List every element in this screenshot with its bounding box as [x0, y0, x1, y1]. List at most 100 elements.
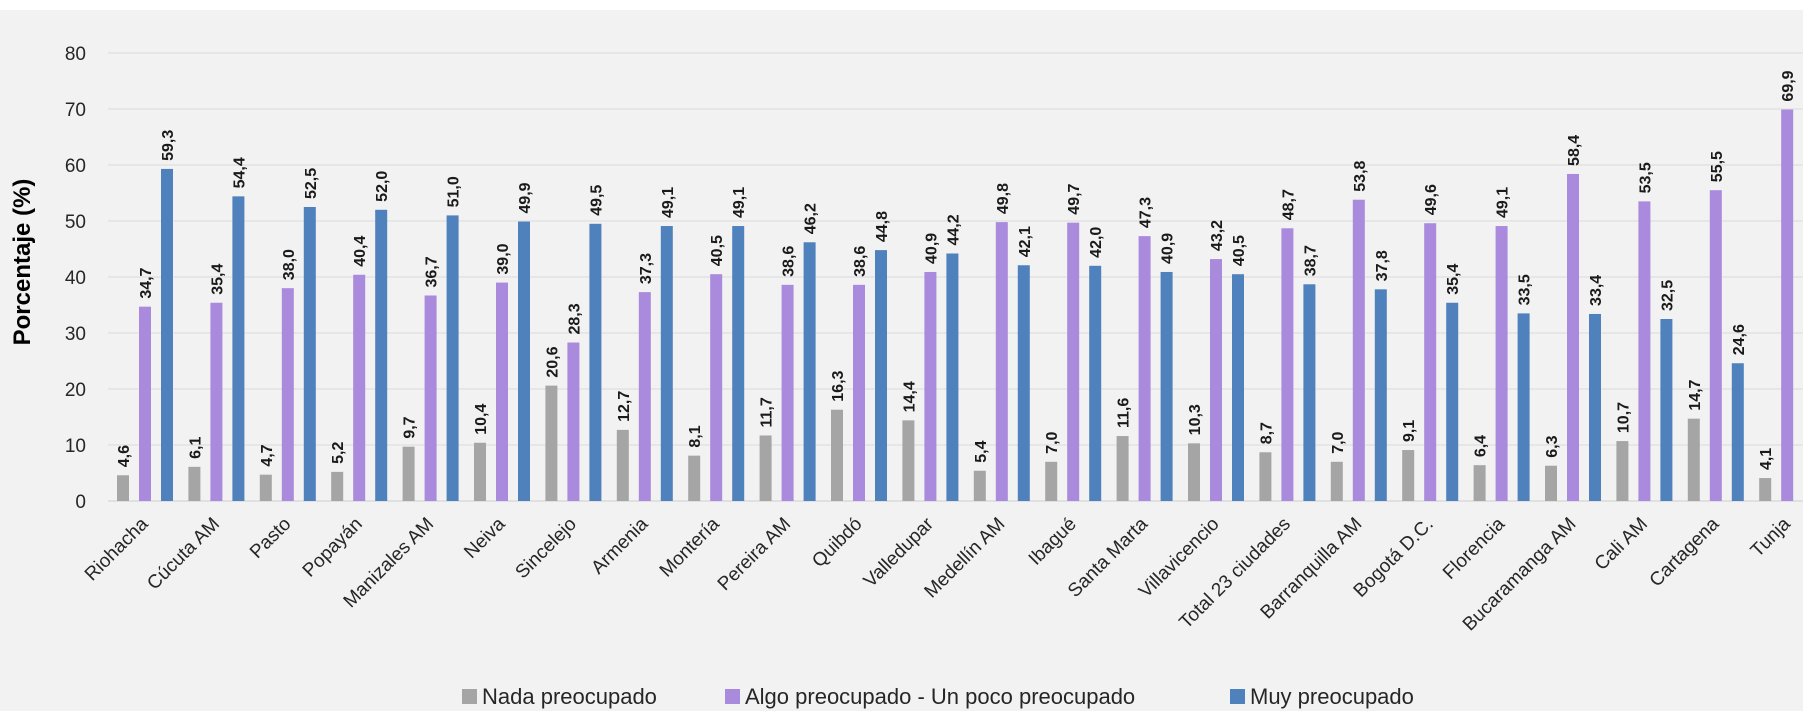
bar	[518, 221, 530, 501]
bar	[759, 435, 772, 501]
bar	[660, 226, 673, 502]
data-label: 28,3	[566, 303, 583, 334]
y-axis-ticks: 0 10 20 30 40 50 60 70 80	[65, 44, 86, 513]
legend-swatch	[1230, 689, 1245, 704]
bar	[139, 306, 151, 501]
data-label: 43,2	[1209, 220, 1226, 251]
data-label: 51,0	[446, 176, 463, 207]
x-tick-label: Armenia	[587, 513, 652, 578]
y-tick-label: 40	[65, 268, 86, 289]
bar	[496, 282, 508, 501]
data-label: 8,7	[1258, 422, 1275, 444]
legend-label: Muy preocupado	[1250, 684, 1414, 709]
data-label: 38,7	[1302, 245, 1319, 276]
bar	[946, 253, 959, 501]
y-tick-label: 10	[65, 436, 86, 457]
bar	[803, 242, 816, 501]
bar	[710, 274, 723, 501]
bar	[1330, 461, 1343, 501]
data-label: 52,0	[374, 171, 391, 202]
data-label: 49,6	[1423, 184, 1440, 215]
bar	[1495, 226, 1508, 502]
bar	[781, 284, 794, 501]
bar	[995, 222, 1008, 501]
x-tick-label: Cartagena	[1646, 513, 1724, 591]
data-label: 10,3	[1187, 404, 1204, 435]
data-label: 38,6	[781, 246, 798, 277]
data-label: 7,0	[1330, 431, 1347, 453]
bar	[1303, 284, 1316, 501]
bar	[1638, 201, 1651, 501]
data-label: 33,5	[1517, 274, 1534, 305]
x-tick-label: Pereira AM	[714, 514, 795, 595]
legend-label: Algo preocupado - Un poco preocupado	[745, 684, 1135, 709]
legend-swatch	[725, 689, 740, 704]
bar	[303, 207, 316, 501]
legend-label: Nada preocupado	[482, 684, 657, 709]
data-label: 55,5	[1709, 151, 1726, 182]
bar	[1259, 452, 1272, 501]
x-tick-label: Cúcuta AM	[143, 514, 224, 595]
bar	[232, 196, 245, 502]
data-label: 8,1	[687, 425, 704, 447]
y-tick-label: 20	[65, 380, 86, 401]
bar	[1517, 313, 1530, 501]
data-label: 9,7	[402, 416, 419, 438]
data-label: 40,9	[923, 233, 940, 264]
bar	[1731, 363, 1744, 501]
data-label: 24,6	[1731, 324, 1748, 355]
data-label: 59,3	[160, 130, 177, 161]
data-label: 49,9	[517, 182, 534, 213]
bar	[875, 250, 887, 501]
data-label: 14,7	[1687, 379, 1704, 410]
bar	[1616, 441, 1629, 501]
data-label: 40,4	[352, 236, 369, 267]
data-label: 58,4	[1566, 135, 1583, 166]
y-tick-label: 70	[65, 100, 86, 121]
data-label: 5,2	[330, 442, 347, 464]
x-tick-label: Cali AM	[1591, 514, 1652, 575]
data-label: 40,5	[1231, 235, 1248, 266]
data-label: 69,9	[1780, 70, 1797, 101]
chart-area: Porcentaje (%) 0 10 20 30 40 50 60 70 80 4,6 34,7…	[0, 10, 1803, 711]
bar	[1138, 236, 1151, 501]
x-tick-label: Ibagué	[1025, 514, 1081, 570]
y-axis-label: Porcentaje (%)	[9, 179, 36, 346]
data-label: 11,6	[1116, 398, 1133, 428]
bar	[1687, 418, 1700, 501]
bar	[973, 470, 986, 501]
bar	[375, 209, 388, 502]
data-label: 49,1	[1495, 187, 1512, 218]
bars	[117, 109, 1794, 502]
data-label: 33,4	[1588, 275, 1605, 306]
bar	[353, 274, 366, 501]
y-tick-label: 0	[75, 492, 86, 513]
bar	[1473, 465, 1486, 501]
data-label: 4,7	[259, 444, 276, 466]
data-label: 5,4	[973, 440, 990, 462]
data-label: 49,1	[731, 187, 748, 218]
data-label: 48,7	[1280, 189, 1297, 220]
bar	[831, 409, 843, 501]
x-tick-label: Popayán	[299, 514, 367, 582]
data-label: 4,6	[116, 445, 133, 467]
bar	[1067, 222, 1080, 501]
data-label: 6,1	[187, 436, 204, 458]
bar	[281, 288, 294, 501]
data-label: 40,9	[1160, 233, 1177, 264]
legend: Nada preocupado Algo preocupado - Un poco…	[462, 684, 1414, 709]
bar	[1589, 313, 1601, 501]
data-label: 37,3	[638, 253, 655, 284]
x-tick-label: Quibdó	[808, 514, 866, 572]
data-label: 10,4	[473, 404, 490, 435]
data-label: 6,3	[1544, 435, 1561, 457]
bar	[1660, 319, 1673, 501]
data-label: 54,4	[231, 157, 248, 188]
bar	[1781, 109, 1794, 501]
data-label: 39,0	[495, 243, 512, 274]
bar	[567, 342, 580, 501]
data-label: 7,0	[1044, 431, 1061, 453]
bar	[616, 429, 629, 501]
data-label: 36,7	[424, 256, 441, 287]
